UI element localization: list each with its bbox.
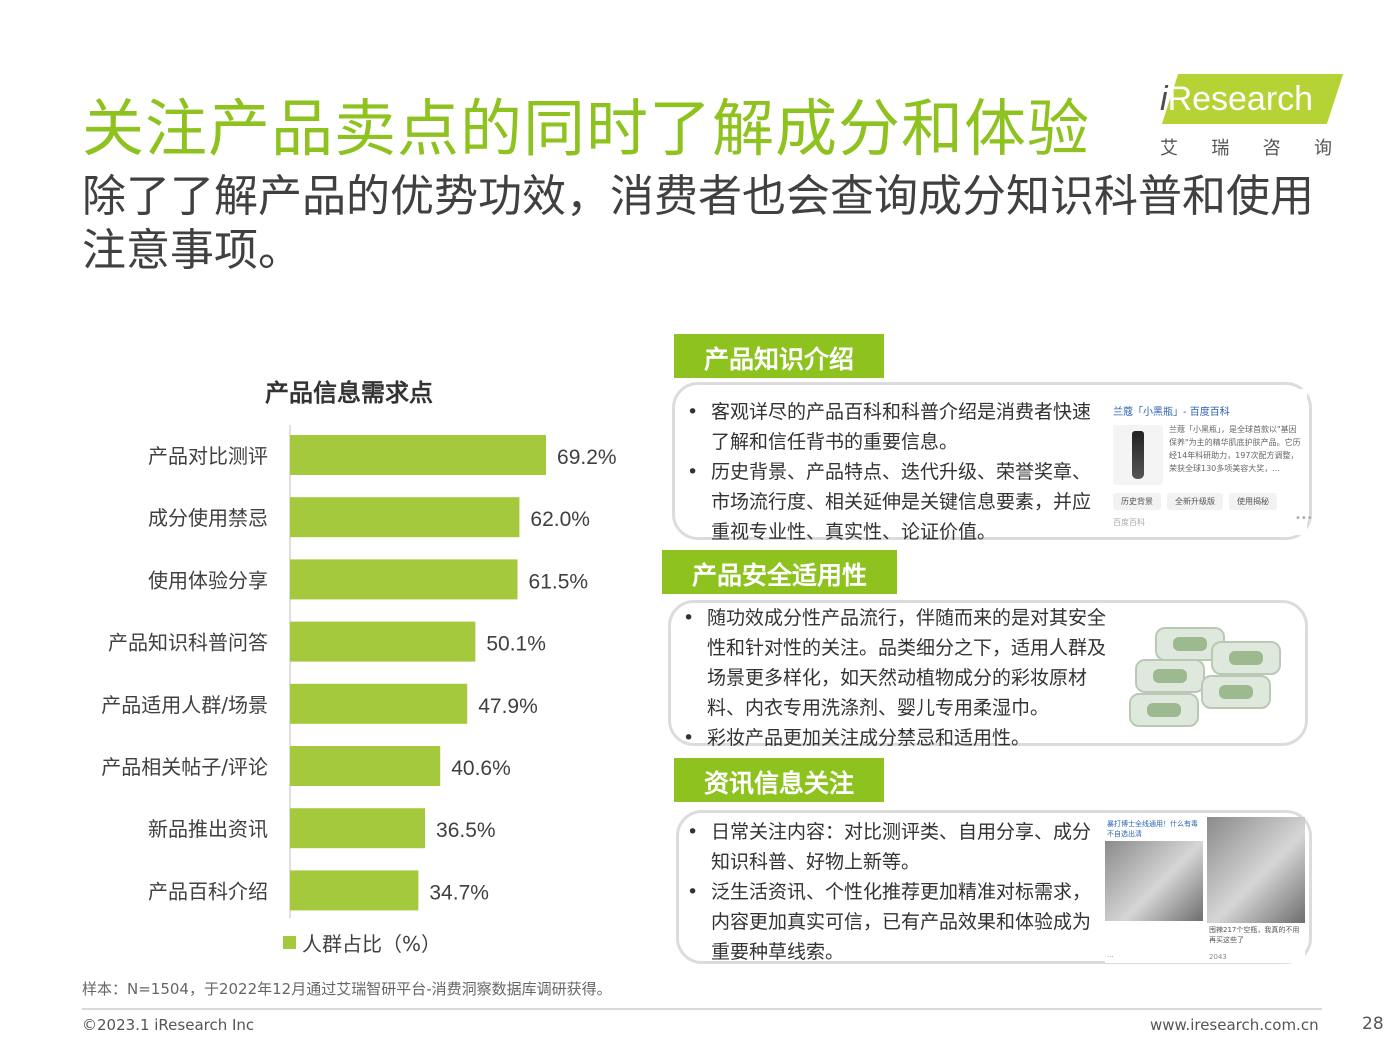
- chart-legend: 人群占比（%）: [283, 928, 441, 957]
- category-label-0: 产品对比测评: [148, 444, 268, 468]
- source-note: 样本：N=1504，于2022年12月通过艾瑞智研平台-消费洞察数据库调研获得。: [82, 980, 612, 998]
- wipe-pack: [1201, 675, 1271, 709]
- baike-buttons: 历史背景 全新升级版 使用揭秘: [1113, 493, 1277, 510]
- value-label-6: 36.5%: [436, 819, 496, 842]
- panel-product-safety: 随功效成分性产品流行，伴随而来的是对其安全性和针对性的关注。品类细分之下，适用人…: [668, 600, 1308, 753]
- value-label-1: 62.0%: [530, 508, 590, 531]
- wipe-pack: [1129, 693, 1199, 727]
- bullet-item: 彩妆产品更加关注成分禁忌和适用性。: [677, 723, 1107, 753]
- bar-7: [290, 870, 419, 911]
- wipes-image: [1121, 623, 1291, 733]
- post-card[interactable]: 暴打博士全线通用！什么有毒不自选出清 ···: [1105, 817, 1203, 963]
- baike-title: 兰蔻「小黑瓶」- 百度百科: [1113, 407, 1230, 418]
- category-label-5: 产品相关帖子/评论: [101, 755, 268, 779]
- iresearch-logo: iResearch 艾瑞咨询: [1160, 72, 1344, 162]
- panel-bullets: 客观详尽的产品百科和科普介绍是消费者快速了解和信任背书的重要信息。 历史背景、产…: [681, 397, 1099, 547]
- page-number: 28: [1362, 1014, 1384, 1034]
- bar-2: [290, 559, 518, 600]
- bar-4: [290, 683, 468, 724]
- copyright: ©2023.1 iResearch Inc: [82, 1016, 255, 1034]
- post-caption: 囤辣217个空瓶，我真的不用再买这些了: [1209, 926, 1300, 944]
- product-image: [1113, 425, 1163, 485]
- baike-description: 兰蔻「小黑瓶」，是全球首款以"基因保养"为主的精华肌底护肤产品。它历经14年科研…: [1169, 425, 1301, 473]
- category-label-4: 产品适用人群/场景: [101, 693, 268, 717]
- bullet-item: 泛生活资讯、个性化推荐更加精准对标需求，内容更加真实可信，已有产品效果和体验成为…: [681, 877, 1103, 967]
- wipe-pack: [1211, 641, 1281, 675]
- post-meta: 2043: [1209, 953, 1227, 961]
- bullet-item: 日常关注内容：对比测评类、自用分享、成分知识科普、好物上新等。: [681, 817, 1103, 877]
- bar-3: [290, 621, 476, 662]
- category-label-1: 成分使用禁忌: [148, 506, 268, 530]
- legend-swatch: [283, 936, 296, 949]
- value-label-2: 61.5%: [529, 570, 589, 593]
- post-card[interactable]: 囤辣217个空瓶，我真的不用再买这些了 2043: [1207, 817, 1305, 963]
- bottle-icon: [1132, 431, 1144, 479]
- panel-product-knowledge: 客观详尽的产品百科和科普介绍是消费者快速了解和信任背书的重要信息。 历史背景、产…: [672, 382, 1313, 543]
- page-title: 关注产品卖点的同时了解成分和体验: [82, 92, 1091, 165]
- bullet-item: 历史背景、产品特点、迭代升级、荣誉奖章、市场流行度、相关延伸是关键信息要素，并应…: [681, 457, 1099, 547]
- panel-bullets: 随功效成分性产品流行，伴随而来的是对其安全性和针对性的关注。品类细分之下，适用人…: [677, 603, 1107, 753]
- chart-title: 产品信息需求点: [265, 379, 433, 407]
- panel-bullets: 日常关注内容：对比测评类、自用分享、成分知识科普、好物上新等。 泛生活资讯、个性…: [681, 817, 1103, 967]
- logo-text: iResearch: [1160, 80, 1314, 118]
- baike-card: 兰蔻「小黑瓶」- 百度百科 兰蔻「小黑瓶」，是全球首款以"基因保养"为主的精华肌…: [1107, 389, 1313, 535]
- value-label-3: 50.1%: [486, 633, 546, 656]
- legend-label: 人群占比（%）: [302, 932, 442, 956]
- post-caption: 暴打博士全线通用！什么有毒不自选出清: [1107, 820, 1198, 838]
- baike-footer: 百度百科: [1113, 518, 1145, 527]
- value-label-4: 47.9%: [478, 695, 538, 718]
- category-label-2: 使用体验分享: [148, 568, 268, 592]
- bullet-item: 客观详尽的产品百科和科普介绍是消费者快速了解和信任背书的重要信息。: [681, 397, 1099, 457]
- more-icon[interactable]: •••: [1295, 513, 1313, 524]
- category-label-6: 新品推出资讯: [148, 817, 268, 841]
- post-thumbnails: 暴打博士全线通用！什么有毒不自选出清 ··· 囤辣217个空瓶，我真的不用再买这…: [1105, 817, 1305, 963]
- value-label-0: 69.2%: [557, 446, 617, 469]
- website-link[interactable]: www.iresearch.com.cn: [1150, 1016, 1319, 1034]
- logo-chinese: 艾瑞咨询: [1160, 138, 1332, 159]
- post-image: [1105, 841, 1203, 921]
- baike-button[interactable]: 使用揭秘: [1229, 493, 1277, 510]
- footer-divider: [82, 1008, 1322, 1010]
- value-label-5: 40.6%: [451, 757, 511, 780]
- bar-5: [290, 746, 441, 786]
- bar-6: [290, 808, 426, 849]
- bar-1: [290, 497, 520, 538]
- panel-news-info: 日常关注内容：对比测评类、自用分享、成分知识科普、好物上新等。 泛生活资讯、个性…: [676, 810, 1312, 964]
- post-meta: ···: [1107, 953, 1114, 961]
- tag-news-info: 资讯信息关注: [674, 758, 885, 802]
- bullet-item: 随功效成分性产品流行，伴随而来的是对其安全性和针对性的关注。品类细分之下，适用人…: [677, 603, 1107, 723]
- wipe-pack: [1135, 659, 1205, 693]
- bar-0: [290, 435, 547, 475]
- value-label-7: 34.7%: [429, 881, 489, 904]
- category-label-3: 产品知识科普问答: [108, 631, 268, 655]
- post-image: [1207, 817, 1305, 923]
- baike-button[interactable]: 全新升级版: [1167, 493, 1223, 510]
- baike-button[interactable]: 历史背景: [1113, 493, 1161, 510]
- tag-product-safety: 产品安全适用性: [662, 550, 898, 594]
- page-subtitle: 除了了解产品的优势功效，消费者也会查询成分知识科普和使用注意事项。: [82, 171, 1314, 276]
- category-label-7: 产品百科介绍: [148, 879, 268, 903]
- tag-product-knowledge: 产品知识介绍: [674, 334, 885, 378]
